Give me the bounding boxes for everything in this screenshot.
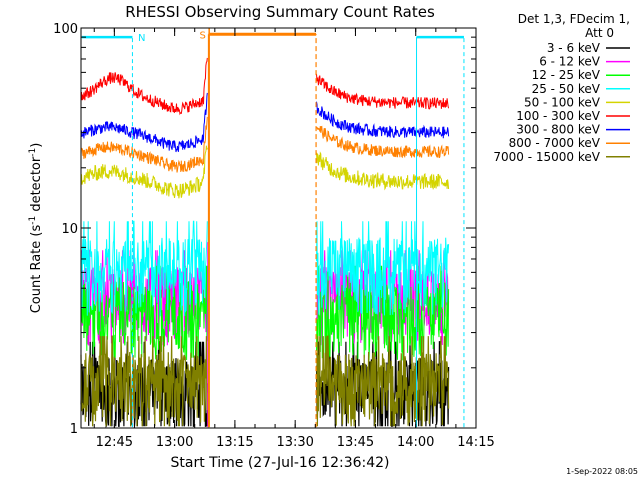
series-line bbox=[80, 220, 208, 317]
y-tick-label: 100 bbox=[53, 22, 78, 37]
series-800-7000-kev bbox=[80, 116, 450, 173]
legend-label: 50 - 100 keV bbox=[524, 95, 601, 109]
series-line bbox=[80, 335, 208, 427]
x-tick-label: 12:45 bbox=[96, 435, 133, 450]
series-line bbox=[315, 335, 450, 427]
legend-label: 800 - 7000 keV bbox=[509, 136, 601, 150]
axes: 12:45 13:00 13:15 13:30 13:45 14:00 14:15 1 10 10… bbox=[53, 22, 495, 450]
legend-label: 300 - 800 keV bbox=[516, 123, 600, 137]
x-tick-label: 13:30 bbox=[276, 435, 313, 450]
legend-label: 12 - 25 keV bbox=[532, 68, 601, 82]
series-line bbox=[316, 73, 450, 110]
x-tick-label: 14:00 bbox=[397, 435, 434, 450]
series-25-50-kev bbox=[80, 220, 450, 317]
saa-flag-label: S bbox=[200, 30, 206, 41]
timestamp: 1-Sep-2022 08:05 bbox=[566, 467, 638, 476]
x-tick-label: 13:15 bbox=[216, 435, 253, 450]
x-tick-label: 13:45 bbox=[337, 435, 374, 450]
legend-label: 25 - 50 keV bbox=[532, 82, 601, 96]
y-tick-label: 1 bbox=[70, 422, 78, 437]
y-tick-label: 10 bbox=[61, 222, 78, 237]
x-tick-label: 14:15 bbox=[457, 435, 494, 450]
legend-label: 100 - 300 keV bbox=[516, 109, 600, 123]
series-line bbox=[80, 145, 208, 199]
series-line bbox=[316, 125, 450, 159]
series-line bbox=[316, 101, 450, 139]
x-tick-label: 13:00 bbox=[156, 435, 193, 450]
series-line bbox=[80, 57, 208, 116]
series-300-800-kev bbox=[80, 92, 450, 153]
series-line bbox=[316, 221, 450, 316]
series-50-100-kev bbox=[80, 145, 450, 199]
night-flag-label: N bbox=[138, 33, 145, 44]
legend-header-line-1: Det 1,3, FDecim 1, bbox=[518, 12, 630, 26]
y-axis-label: Count Rate (s-1 detector-1) bbox=[28, 143, 44, 314]
series-100-300-kev bbox=[80, 57, 450, 116]
series-line bbox=[80, 116, 208, 173]
series-line bbox=[80, 92, 208, 153]
x-axis-label: Start Time (27-Jul-16 12:36:42) bbox=[170, 455, 389, 471]
legend-label: 3 - 6 keV bbox=[547, 41, 601, 55]
legend-header-line-2: Att 0 bbox=[585, 26, 614, 40]
series-line bbox=[316, 151, 450, 191]
legend-label: 7000 - 15000 keV bbox=[493, 150, 600, 164]
series-7000-15000-kev bbox=[80, 335, 450, 427]
series-line bbox=[80, 341, 208, 429]
legend-label: 6 - 12 keV bbox=[539, 55, 601, 69]
chart-title: RHESSI Observing Summary Count Rates bbox=[125, 3, 435, 21]
